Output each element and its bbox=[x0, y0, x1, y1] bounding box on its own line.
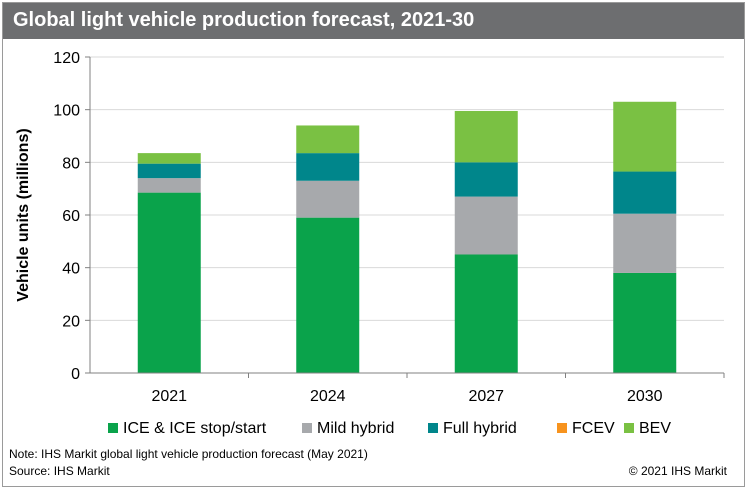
legend-label: FCEV bbox=[572, 420, 615, 437]
axes: 0 20 40 60 80 100 120 Vehicle units (millions) 2… bbox=[15, 50, 725, 405]
bar-full-hybrid-2030 bbox=[613, 171, 677, 214]
y-tick-label: 20 bbox=[62, 313, 80, 330]
legend: ICE & ICE stop/start Mild hybrid Full hybr… bbox=[108, 420, 671, 437]
legend-swatch bbox=[428, 423, 438, 433]
bar-ice-ice-stop-start-2021 bbox=[137, 192, 201, 373]
bar-bev-2030 bbox=[613, 101, 677, 172]
y-tick-label: 40 bbox=[62, 261, 80, 278]
legend-label: Full hybrid bbox=[443, 420, 517, 437]
bar-ice-ice-stop-start-2027 bbox=[454, 254, 518, 373]
bar-full-hybrid-2024 bbox=[296, 153, 360, 181]
bar-mild-hybrid-2027 bbox=[454, 196, 518, 255]
bar-full-hybrid-2027 bbox=[454, 162, 518, 197]
title-bar: Global light vehicle production forecast… bbox=[3, 3, 744, 39]
copyright-text: © 2021 IHS Markit bbox=[628, 464, 727, 478]
bar-mild-hybrid-2024 bbox=[296, 180, 360, 218]
legend-swatch bbox=[302, 423, 312, 433]
legend-swatch bbox=[557, 423, 567, 433]
chart-title: Global light vehicle production forecast… bbox=[13, 9, 475, 31]
y-axis-title: Vehicle units (millions) bbox=[15, 128, 32, 301]
y-tick-label: 0 bbox=[71, 366, 80, 383]
legend-swatch bbox=[624, 423, 634, 433]
x-tick-label: 2021 bbox=[151, 388, 187, 405]
bar-bev-2027 bbox=[454, 110, 518, 163]
bar-mild-hybrid-2030 bbox=[613, 213, 677, 273]
y-tick-label: 120 bbox=[53, 50, 80, 67]
bar-mild-hybrid-2021 bbox=[137, 178, 201, 193]
note-text: Note: IHS Markit global light vehicle pr… bbox=[9, 447, 368, 461]
legend-label: Mild hybrid bbox=[317, 420, 394, 437]
y-tick-label: 100 bbox=[53, 103, 80, 120]
y-tick-label: 80 bbox=[62, 155, 80, 172]
bar-ice-ice-stop-start-2024 bbox=[296, 217, 360, 373]
legend-label: ICE & ICE stop/start bbox=[123, 420, 267, 437]
legend-label: BEV bbox=[639, 420, 671, 437]
x-tick-label: 2027 bbox=[468, 388, 504, 405]
bar-bev-2024 bbox=[296, 125, 360, 154]
source-text: Source: IHS Markit bbox=[9, 464, 110, 478]
bar-ice-ice-stop-start-2030 bbox=[613, 272, 677, 373]
bar-bev-2021 bbox=[137, 153, 201, 164]
y-tick-label: 60 bbox=[62, 208, 80, 225]
legend-swatch bbox=[108, 423, 118, 433]
bars bbox=[137, 101, 677, 373]
x-tick-label: 2024 bbox=[310, 388, 346, 405]
chart-frame bbox=[2, 2, 745, 487]
bar-full-hybrid-2021 bbox=[137, 163, 201, 179]
x-tick-label: 2030 bbox=[627, 388, 663, 405]
